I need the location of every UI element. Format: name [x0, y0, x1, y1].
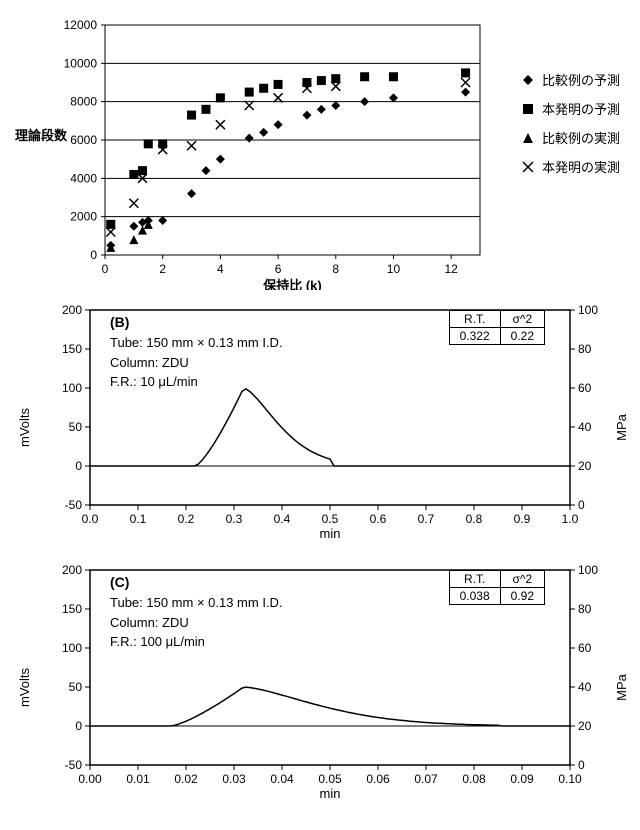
chrom-c-panel-label: (C) — [110, 572, 283, 593]
svg-text:80: 80 — [578, 602, 592, 616]
table-v1: 0.322 — [449, 328, 500, 345]
svg-text:-50: -50 — [65, 758, 83, 772]
svg-text:10: 10 — [387, 262, 401, 276]
chrom-b-panel-label: (B) — [110, 312, 283, 333]
svg-text:4: 4 — [217, 262, 224, 276]
table-h1: R.T. — [449, 311, 500, 328]
chrom-c-ylabel-left: mVolts — [17, 668, 32, 707]
legend-item: 比較例の予測 — [520, 70, 620, 89]
chrom-c-svg: -50 0 50 100 150 200 0 20 40 60 80 100 0.00 0.01 0.02 0… — [10, 560, 640, 810]
legend-item: 本発明の実測 — [520, 157, 620, 176]
scatter-y-label: 理論段数 — [15, 125, 67, 144]
svg-text:0: 0 — [75, 459, 82, 473]
svg-text:0: 0 — [90, 248, 97, 262]
chrom-b-info: (B) Tube: 150 mm × 0.13 mm I.D. Column: … — [110, 312, 283, 392]
svg-text:0.05: 0.05 — [318, 772, 342, 786]
svg-text:-50: -50 — [65, 498, 83, 512]
chrom-b-ylabel-right: MPa — [614, 414, 629, 441]
scatter-legend: 比較例の予測本発明の予測比較例の実測本発明の実測 — [520, 70, 620, 186]
svg-text:8: 8 — [332, 262, 339, 276]
svg-text:50: 50 — [69, 680, 83, 694]
svg-text:200: 200 — [62, 563, 82, 577]
scatter-chart: 理論段数 比較例の予測本発明の予測比較例の実測本発明の実測 0 2000 4000 6… — [10, 10, 630, 290]
svg-text:0.9: 0.9 — [514, 512, 531, 526]
svg-text:0.04: 0.04 — [270, 772, 294, 786]
chrom-b: mVolts MPa (B) Tube: 150 mm × 0.13 mm I.… — [10, 300, 630, 550]
table-h2: σ^2 — [500, 311, 544, 328]
svg-text:0.8: 0.8 — [466, 512, 483, 526]
svg-text:12: 12 — [444, 262, 458, 276]
svg-text:0.0: 0.0 — [82, 512, 99, 526]
table-v1: 0.038 — [449, 588, 500, 605]
svg-text:10000: 10000 — [64, 56, 98, 70]
table-h1: R.T. — [449, 571, 500, 588]
svg-text:0.6: 0.6 — [370, 512, 387, 526]
svg-text:80: 80 — [578, 342, 592, 356]
svg-text:100: 100 — [62, 381, 82, 395]
svg-text:8000: 8000 — [70, 95, 97, 109]
svg-text:1.0: 1.0 — [562, 512, 579, 526]
chrom-c-info-2: F.R.: 100 μL/min — [110, 632, 283, 652]
chrom-c-ylabel-right: MPa — [614, 674, 629, 701]
svg-text:0.03: 0.03 — [222, 772, 246, 786]
svg-text:0.10: 0.10 — [558, 772, 582, 786]
table-v2: 0.22 — [500, 328, 544, 345]
svg-text:6: 6 — [275, 262, 282, 276]
svg-text:0.3: 0.3 — [226, 512, 243, 526]
svg-text:0.1: 0.1 — [130, 512, 147, 526]
svg-text:0.01: 0.01 — [126, 772, 150, 786]
chrom-b-info-0: Tube: 150 mm × 0.13 mm I.D. — [110, 333, 283, 353]
svg-text:min: min — [320, 526, 341, 541]
chrom-b-info-2: F.R.: 10 μL/min — [110, 372, 283, 392]
chrom-c-table: R.T.σ^2 0.0380.92 — [449, 570, 545, 605]
svg-text:50: 50 — [69, 420, 83, 434]
table-v2: 0.92 — [500, 588, 544, 605]
chrom-b-info-1: Column: ZDU — [110, 353, 283, 373]
svg-text:0: 0 — [578, 758, 585, 772]
svg-text:40: 40 — [578, 420, 592, 434]
svg-text:100: 100 — [578, 303, 598, 317]
svg-text:60: 60 — [578, 381, 592, 395]
svg-text:0: 0 — [102, 262, 109, 276]
chrom-c-info-0: Tube: 150 mm × 0.13 mm I.D. — [110, 593, 283, 613]
svg-text:0.02: 0.02 — [174, 772, 198, 786]
svg-text:0.07: 0.07 — [414, 772, 438, 786]
svg-text:0.09: 0.09 — [510, 772, 534, 786]
svg-text:0.4: 0.4 — [274, 512, 291, 526]
svg-text:6000: 6000 — [70, 133, 97, 147]
svg-text:0: 0 — [578, 498, 585, 512]
chrom-c-info-1: Column: ZDU — [110, 613, 283, 633]
svg-text:100: 100 — [578, 563, 598, 577]
chrom-c-info: (C) Tube: 150 mm × 0.13 mm I.D. Column: … — [110, 572, 283, 652]
svg-text:min: min — [320, 786, 341, 801]
svg-text:0.7: 0.7 — [418, 512, 435, 526]
chrom-c: mVolts MPa (C) Tube: 150 mm × 0.13 mm I.… — [10, 560, 630, 810]
svg-text:0.2: 0.2 — [178, 512, 195, 526]
svg-text:0.06: 0.06 — [366, 772, 390, 786]
legend-item: 比較例の実測 — [520, 128, 620, 147]
svg-text:150: 150 — [62, 602, 82, 616]
chrom-b-table: R.T.σ^2 0.3220.22 — [449, 310, 545, 345]
svg-text:100: 100 — [62, 641, 82, 655]
svg-text:4000: 4000 — [70, 171, 97, 185]
svg-text:0.08: 0.08 — [462, 772, 486, 786]
svg-text:0.5: 0.5 — [322, 512, 339, 526]
svg-text:2: 2 — [159, 262, 166, 276]
svg-text:20: 20 — [578, 459, 592, 473]
svg-text:0: 0 — [75, 719, 82, 733]
svg-text:12000: 12000 — [64, 18, 98, 32]
chrom-b-ylabel-left: mVolts — [17, 408, 32, 447]
svg-text:60: 60 — [578, 641, 592, 655]
svg-text:200: 200 — [62, 303, 82, 317]
chrom-b-svg: -50 0 50 100 150 200 0 20 40 60 80 100 0.0 0.1 0.2 0.3 0… — [10, 300, 640, 550]
svg-text:保持比 (k): 保持比 (k) — [262, 278, 322, 290]
svg-text:150: 150 — [62, 342, 82, 356]
svg-text:20: 20 — [578, 719, 592, 733]
svg-text:40: 40 — [578, 680, 592, 694]
table-h2: σ^2 — [500, 571, 544, 588]
svg-text:0.00: 0.00 — [78, 772, 102, 786]
legend-item: 本発明の予測 — [520, 99, 620, 118]
svg-text:2000: 2000 — [70, 210, 97, 224]
